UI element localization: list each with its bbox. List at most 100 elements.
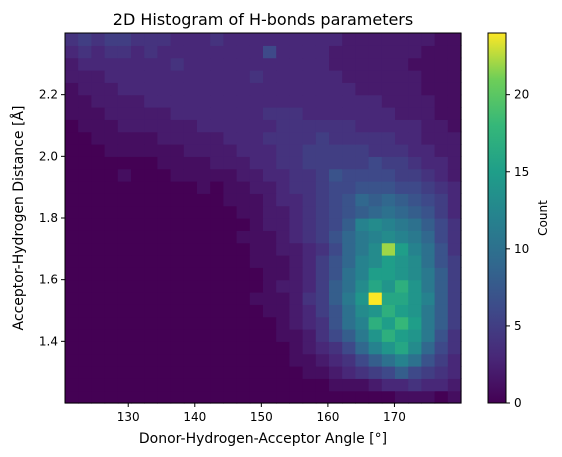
heatmap-cell <box>131 390 145 404</box>
heatmap-cell <box>78 267 92 281</box>
heatmap-cell <box>302 255 317 268</box>
heatmap-cell <box>276 316 290 330</box>
heatmap-cell <box>183 119 198 133</box>
heatmap-cell <box>381 193 396 207</box>
heatmap-cell <box>144 353 158 367</box>
heatmap-cell <box>447 82 462 96</box>
heatmap-cell <box>276 341 290 355</box>
heatmap-cell <box>381 168 396 182</box>
heatmap-cell <box>315 304 330 318</box>
heatmap-cell <box>315 94 330 108</box>
heatmap-cell <box>263 378 277 392</box>
heatmap-cell <box>355 57 370 71</box>
heatmap-cell <box>276 33 290 46</box>
heatmap-cell <box>302 119 317 133</box>
heatmap-cell <box>434 205 449 219</box>
heatmap-cell <box>342 304 356 318</box>
heatmap-cell <box>65 45 79 59</box>
heatmap-cell <box>263 218 277 231</box>
heatmap-cell <box>144 341 158 355</box>
heatmap-cell <box>104 378 119 392</box>
heatmap-cell <box>302 279 317 293</box>
heatmap-cell <box>223 131 238 145</box>
heatmap-cell <box>170 267 185 281</box>
heatmap-cell <box>65 316 79 330</box>
heatmap-cell <box>381 107 396 120</box>
heatmap-cell <box>249 341 264 355</box>
heatmap-cell <box>197 94 211 108</box>
heatmap-cell <box>131 107 145 120</box>
heatmap-cell <box>395 205 409 219</box>
heatmap-cell <box>421 94 436 108</box>
heatmap-cell <box>144 94 158 108</box>
heatmap-cell <box>276 82 290 96</box>
heatmap-cell <box>408 341 422 355</box>
heatmap-cell <box>65 366 79 379</box>
heatmap-cell <box>183 316 198 330</box>
heatmap-cell <box>117 181 132 194</box>
heatmap-cell <box>78 218 92 231</box>
heatmap-cell <box>381 242 396 256</box>
colorbar-tick-label: 0 <box>514 396 522 410</box>
heatmap-cell <box>289 304 304 318</box>
heatmap-cell <box>223 378 238 392</box>
heatmap-cell <box>263 366 277 379</box>
heatmap-cell <box>157 181 172 194</box>
chart-title: 2D Histogram of H-bonds parameters <box>113 10 413 29</box>
heatmap-cell <box>183 279 198 293</box>
colorbar-tick-label: 10 <box>514 242 529 256</box>
heatmap-cell <box>329 82 343 96</box>
heatmap-cell <box>144 366 158 379</box>
heatmap-cell <box>78 82 92 96</box>
heatmap-cell <box>263 45 277 59</box>
heatmap-cell <box>144 279 158 293</box>
heatmap-cell <box>315 230 330 244</box>
heatmap-cell <box>78 94 92 108</box>
heatmap-cell <box>157 316 172 330</box>
heatmap-cell <box>157 107 172 120</box>
heatmap-cell <box>447 267 462 281</box>
heatmap-cell <box>342 107 356 120</box>
heatmap-cell <box>381 156 396 170</box>
heatmap-cell <box>447 366 462 379</box>
heatmap-cell <box>276 292 290 305</box>
heatmap-cell <box>421 316 436 330</box>
heatmap-cell <box>117 267 132 281</box>
heatmap-cell <box>131 341 145 355</box>
heatmap-cell <box>447 144 462 157</box>
heatmap-cell <box>91 341 106 355</box>
heatmap-cell <box>249 329 264 342</box>
heatmap-cell <box>315 255 330 268</box>
heatmap-cell <box>197 390 211 404</box>
heatmap-cell <box>381 82 396 96</box>
heatmap-cell <box>210 168 224 182</box>
heatmap-cell <box>263 107 277 120</box>
heatmap-cell <box>395 292 409 305</box>
heatmap-cell <box>157 205 172 219</box>
heatmap-cell <box>434 255 449 268</box>
heatmap-cell <box>289 156 304 170</box>
heatmap-cell <box>355 33 370 46</box>
heatmap-cell <box>421 168 436 182</box>
heatmap-cell <box>355 156 370 170</box>
heatmap-cell <box>236 218 251 231</box>
heatmap-cell <box>117 107 132 120</box>
heatmap-cell <box>223 341 238 355</box>
heatmap-cell <box>434 144 449 157</box>
heatmap-cell <box>342 193 356 207</box>
heatmap-cell <box>263 156 277 170</box>
heatmap-cell <box>78 168 92 182</box>
heatmap-cell <box>263 292 277 305</box>
heatmap-cell <box>131 193 145 207</box>
heatmap-cell <box>91 255 106 268</box>
heatmap-cell <box>117 94 132 108</box>
heatmap-cell <box>197 205 211 219</box>
heatmap-cell <box>78 366 92 379</box>
heatmap-cell <box>131 230 145 244</box>
heatmap-cell <box>329 205 343 219</box>
heatmap-cell <box>144 230 158 244</box>
heatmap-cell <box>210 181 224 194</box>
heatmap-cell <box>408 193 422 207</box>
heatmap-cell <box>395 255 409 268</box>
heatmap-cell <box>157 267 172 281</box>
